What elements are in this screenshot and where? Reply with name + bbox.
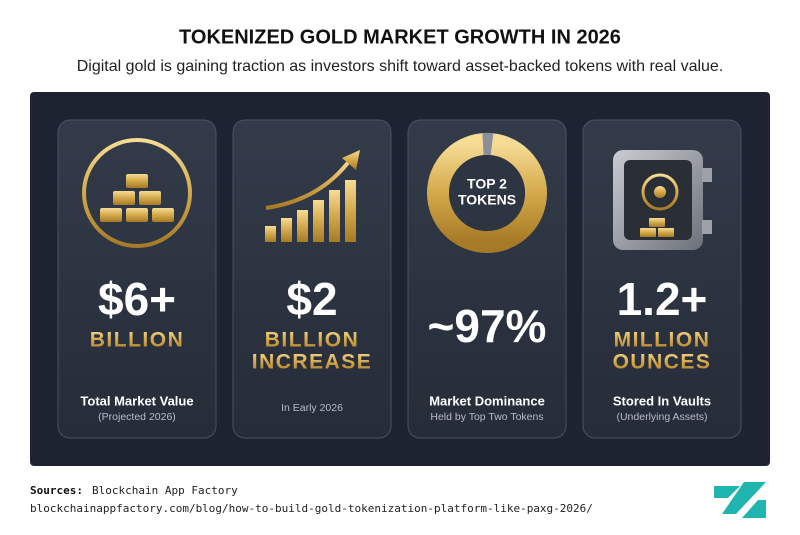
card-sublabel: Held by Top Two Tokens	[430, 411, 543, 423]
card-sublabel: In Early 2026	[281, 402, 343, 414]
title: TOKENIZED GOLD MARKET GROWTH IN 2026	[179, 26, 621, 48]
donut-icon	[427, 132, 547, 253]
source-url: blockchainappfactory.com/blog/how-to-bui…	[30, 502, 593, 515]
card-sublabel: (Underlying Assets)	[616, 411, 707, 423]
unit: OUNCES	[613, 351, 712, 374]
big-number: ~97%	[428, 300, 547, 352]
growth-icon	[265, 150, 360, 242]
sources-label: Sources:	[30, 484, 83, 497]
card-label: Stored In Vaults	[613, 393, 711, 408]
icon-text: TOKENS	[458, 192, 516, 208]
card-label: Market Dominance	[429, 393, 545, 408]
card-label: Total Market Value	[80, 393, 193, 408]
icon-text: TOP 2	[467, 176, 507, 192]
big-number: $2	[286, 273, 337, 325]
gold-bars-icon	[82, 138, 192, 248]
unit: BILLION	[265, 329, 360, 352]
card-sublabel: (Projected 2026)	[98, 411, 176, 423]
unit: MILLION	[614, 329, 711, 352]
big-number: 1.2+	[617, 273, 708, 325]
logo	[714, 482, 766, 518]
source: Blockchain App Factory	[92, 484, 238, 497]
card	[57, 119, 217, 439]
big-number: $6+	[98, 273, 176, 325]
unit: INCREASE	[252, 351, 373, 374]
safe-icon	[613, 150, 712, 250]
subtitle: Digital gold is gaining traction as inve…	[77, 58, 724, 75]
unit: BILLION	[90, 329, 185, 352]
